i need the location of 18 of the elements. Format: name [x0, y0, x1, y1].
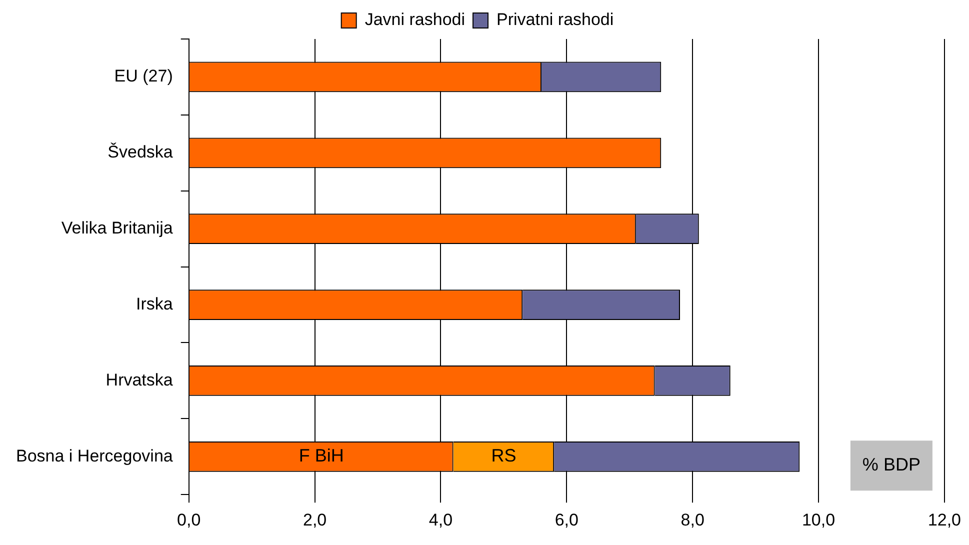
x-tick-label: 10,0 — [802, 510, 836, 530]
annotation: % BDP — [862, 454, 920, 475]
legend-label: Privatni rashodi — [496, 10, 614, 30]
y-tick-label: Bosna i Hercegovina — [16, 446, 174, 466]
y-tick-label: Švedska — [108, 142, 174, 162]
annotation: RS — [491, 446, 516, 466]
x-tick-label: 8,0 — [680, 510, 704, 530]
x-tick-label: 12,0 — [928, 510, 962, 530]
y-tick-label: Hrvatska — [106, 370, 174, 390]
x-tick-label: 2,0 — [302, 510, 327, 530]
y-tick-label: Velika Britanija — [61, 218, 174, 238]
x-tick-label: 6,0 — [554, 510, 578, 530]
y-tick-label: EU (27) — [114, 66, 173, 86]
x-tick-label: 0,0 — [177, 510, 201, 530]
legend-label: Javni rashodi — [364, 10, 466, 30]
x-tick-label: 4,0 — [428, 510, 453, 530]
annotation: F BiH — [298, 446, 344, 466]
y-tick-label: Irska — [136, 294, 174, 314]
